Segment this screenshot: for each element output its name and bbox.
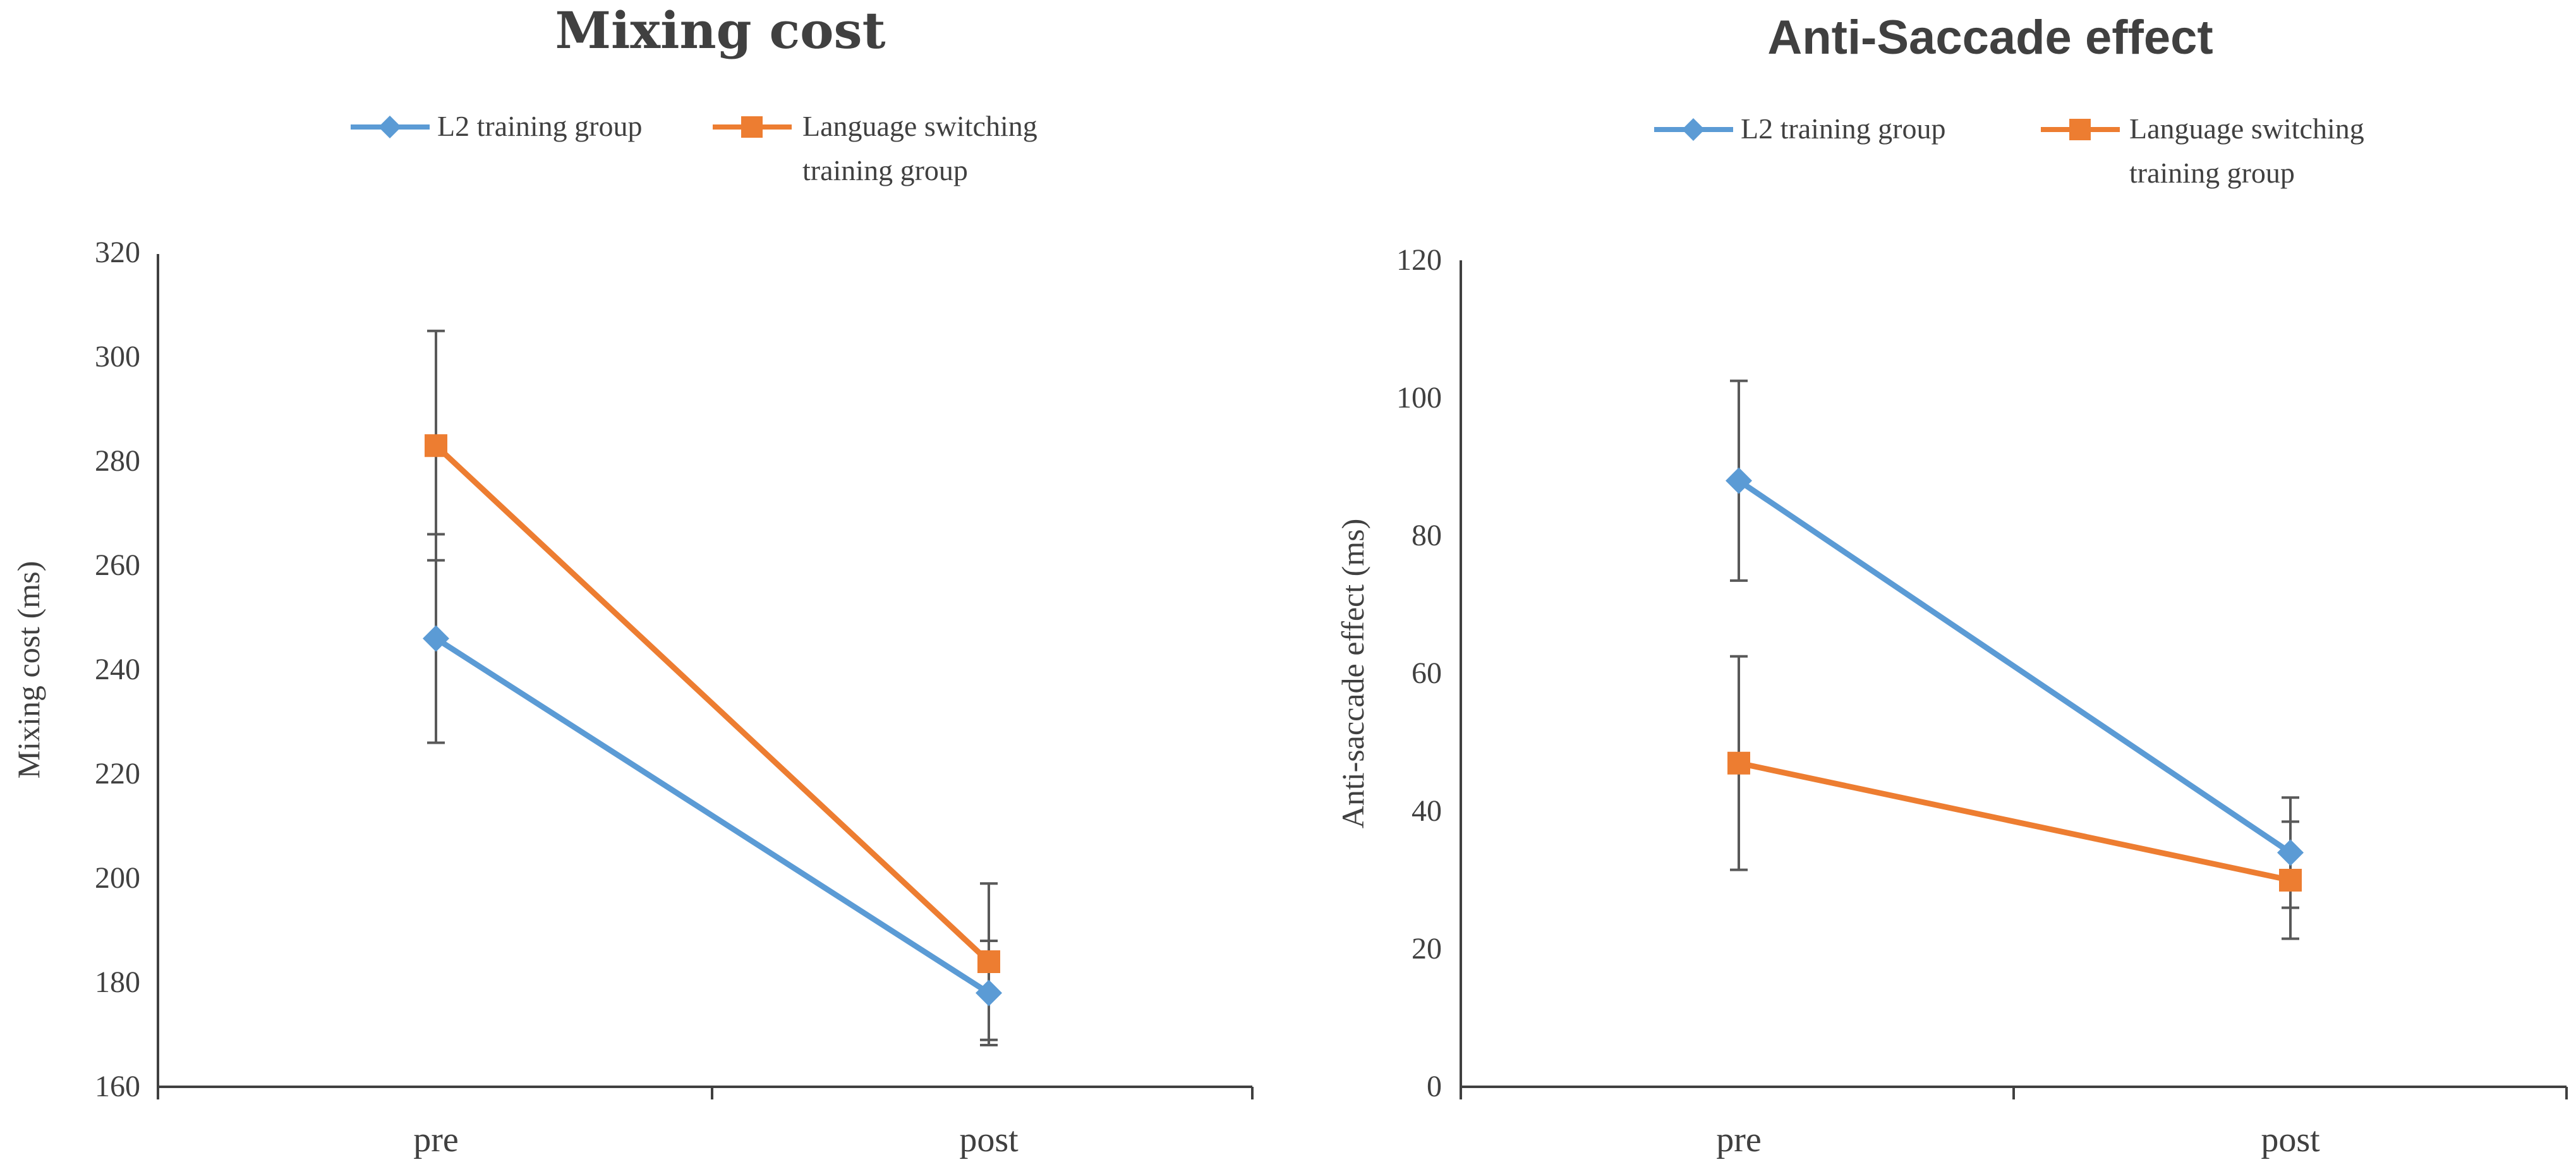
legend-label-switching-line1: Language switching [802,110,1037,142]
chart-title: Mixing cost [555,1,885,60]
x-tick-label: pre [413,1120,459,1159]
y-tick-label: 160 [95,1070,140,1103]
series-line-l2 [1737,478,2292,856]
y-axis-label: Mixing cost (ms) [11,561,46,778]
y-tick-label: 120 [1396,243,1442,277]
y-tick-label: 280 [95,444,140,478]
x-tick-label: pre [1716,1120,1762,1159]
y-tick-label: 240 [95,653,140,686]
y-tick-label: 200 [95,861,140,895]
x-tick-label: post [2261,1120,2320,1159]
y-tick-label: 40 [1412,794,1442,828]
legend: L2 training group Language switching tra… [1654,112,2364,189]
mixing-cost-chart: Mixing cost L2 training group Language s… [11,1,1254,1159]
data-point-switching-post [2279,869,2302,892]
legend-label-l2: L2 training group [437,110,643,142]
data-point-l2-post [2277,839,2304,866]
y-tick-label: 320 [95,236,140,269]
legend: L2 training group Language switching tra… [351,110,1037,186]
data-point-l2-pre [423,625,449,652]
legend-label-switching-line2: training group [2129,157,2295,189]
legend-label-switching-line2: training group [802,154,968,186]
y-tick-label: 80 [1412,519,1442,552]
anti-saccade-chart: Anti-Saccade effect L2 training group La… [1335,11,2568,1159]
series-switching [1730,655,2299,940]
y-tick-label: 220 [95,757,140,790]
y-tick-label: 60 [1412,657,1442,690]
data-point-l2-post [976,979,1002,1007]
legend-label-switching-line1: Language switching [2129,112,2364,145]
series-l2 [427,533,998,1046]
data-point-switching-pre [425,434,447,457]
series-l2 [1730,379,2299,909]
legend-label-l2: L2 training group [1741,112,1946,145]
legend-marker-switching [741,116,763,138]
legend-marker-l2 [1682,118,1705,141]
y-tick-label: 100 [1396,381,1442,415]
legend-marker-switching [2069,119,2091,140]
series-line-l2 [434,636,991,996]
data-point-switching-pre [1727,751,1750,775]
y-tick-label: 260 [95,548,140,582]
legend-marker-l2 [378,116,401,138]
y-tick-label: 180 [95,965,140,999]
series-line-switching [433,443,991,964]
data-point-l2-pre [1726,467,1752,494]
x-tick-label: post [959,1120,1019,1159]
y-tick-label: 20 [1412,932,1442,965]
y-axis-label: Anti-saccade effect (ms) [1335,519,1370,828]
chart-title: Anti-Saccade effect [1767,11,2213,64]
data-point-switching-post [977,950,1000,973]
y-tick-label: 300 [95,340,140,373]
y-tick-label: 0 [1427,1070,1442,1103]
series-line-switching [1738,760,2291,883]
